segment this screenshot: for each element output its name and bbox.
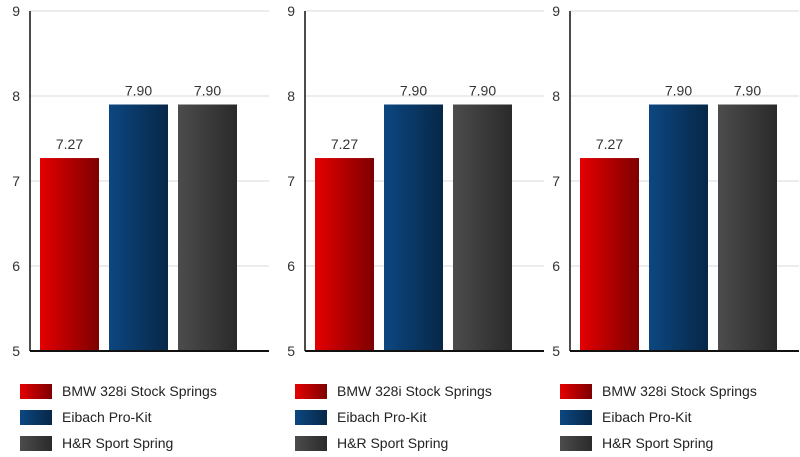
legend-item-bmw-stock: BMW 328i Stock Springs [560, 378, 757, 404]
legend-2: BMW 328i Stock Springs Eibach Pro-Kit H&… [295, 378, 492, 456]
legend-3: BMW 328i Stock Springs Eibach Pro-Kit H&… [560, 378, 757, 456]
y-tick-label: 8 [12, 88, 20, 104]
legend-1: BMW 328i Stock Springs Eibach Pro-Kit H&… [20, 378, 217, 456]
legend-item-hr-sport: H&R Sport Spring [20, 430, 217, 456]
y-tick-label: 9 [287, 3, 295, 19]
bar-bmw-stock [315, 158, 374, 351]
data-label-bmw-stock: 7.27 [596, 136, 623, 152]
y-tick-label: 9 [12, 3, 20, 19]
legend-item-hr-sport: H&R Sport Spring [295, 430, 492, 456]
legend-label-hr-sport: H&R Sport Spring [602, 435, 714, 451]
legend-swatch-hr-sport [20, 435, 52, 451]
y-tick-label: 5 [552, 343, 560, 359]
data-label-eibach: 7.90 [400, 83, 427, 99]
data-label-bmw-stock: 7.27 [56, 136, 83, 152]
legend-item-eibach: Eibach Pro-Kit [295, 404, 492, 430]
y-tick-label: 8 [552, 88, 560, 104]
legend-label-eibach: Eibach Pro-Kit [602, 409, 692, 425]
legend-swatch-bmw-stock [295, 383, 327, 399]
legend-label-bmw-stock: BMW 328i Stock Springs [602, 383, 757, 399]
bar-eibach [649, 104, 708, 351]
bar-chart-2: 5 6 7 8 9 7.27 7.90 7.90 [287, 3, 544, 359]
legend-item-eibach: Eibach Pro-Kit [560, 404, 757, 430]
legend-label-bmw-stock: BMW 328i Stock Springs [62, 383, 217, 399]
data-label-eibach: 7.90 [125, 83, 152, 99]
y-tick-label: 6 [287, 258, 295, 274]
y-tick-label: 5 [287, 343, 295, 359]
data-label-eibach: 7.90 [665, 83, 692, 99]
y-tick-label: 7 [552, 173, 560, 189]
bar-bmw-stock [40, 158, 99, 351]
data-label-bmw-stock: 7.27 [331, 136, 358, 152]
legend-item-bmw-stock: BMW 328i Stock Springs [20, 378, 217, 404]
y-tick-label: 8 [287, 88, 295, 104]
y-tick-label: 9 [552, 3, 560, 19]
data-label-hr-sport: 7.90 [469, 83, 496, 99]
legend-label-eibach: Eibach Pro-Kit [337, 409, 427, 425]
legend-swatch-eibach [560, 409, 592, 425]
bar-eibach [109, 104, 168, 351]
bar-hr-sport [453, 104, 512, 351]
legend-swatch-hr-sport [560, 435, 592, 451]
data-label-hr-sport: 7.90 [734, 83, 761, 99]
bar-hr-sport [718, 104, 777, 351]
y-tick-label: 6 [552, 258, 560, 274]
legend-label-hr-sport: H&R Sport Spring [62, 435, 174, 451]
legend-swatch-bmw-stock [560, 383, 592, 399]
legend-item-eibach: Eibach Pro-Kit [20, 404, 217, 430]
bar-chart-1: 5 6 7 8 9 7.27 7.90 7.90 [12, 3, 269, 359]
legend-label-eibach: Eibach Pro-Kit [62, 409, 152, 425]
chart-panel-3: 5 6 7 8 9 7.27 7.90 7.90 BMW 328i Stock Springs… [540, 0, 800, 457]
bar-chart-3: 5 6 7 8 9 7.27 7.90 7.90 [552, 3, 799, 359]
legend-label-hr-sport: H&R Sport Spring [337, 435, 449, 451]
y-tick-label: 5 [12, 343, 20, 359]
legend-swatch-hr-sport [295, 435, 327, 451]
y-tick-label: 6 [12, 258, 20, 274]
y-tick-label: 7 [12, 173, 20, 189]
legend-label-bmw-stock: BMW 328i Stock Springs [337, 383, 492, 399]
bar-hr-sport [178, 104, 237, 351]
legend-item-hr-sport: H&R Sport Spring [560, 430, 757, 456]
bar-eibach [384, 104, 443, 351]
legend-swatch-eibach [20, 409, 52, 425]
y-tick-label: 7 [287, 173, 295, 189]
bar-bmw-stock [580, 158, 639, 351]
legend-item-bmw-stock: BMW 328i Stock Springs [295, 378, 492, 404]
legend-swatch-bmw-stock [20, 383, 52, 399]
chart-panel-1: 5 6 7 8 9 7.27 7.90 7.90 BMW 328i Stock Springs… [0, 0, 270, 457]
data-label-hr-sport: 7.90 [194, 83, 221, 99]
chart-panel-2: 5 6 7 8 9 7.27 7.90 7.90 BMW 328i Stock Springs… [275, 0, 545, 457]
legend-swatch-eibach [295, 409, 327, 425]
